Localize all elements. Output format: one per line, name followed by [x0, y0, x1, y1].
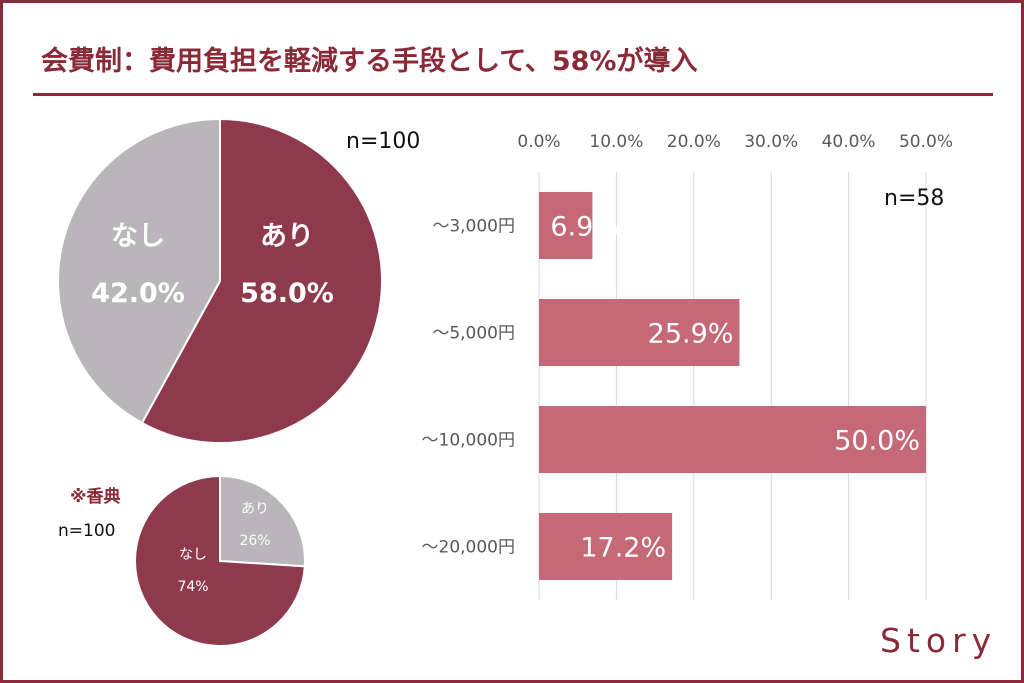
x-tick-label-0: 0.0%: [517, 132, 560, 152]
main-pie-slice-value-0: 58.0%: [240, 278, 334, 309]
bar-value-label-1: 25.9%: [648, 319, 734, 350]
main-pie-slice-label-1: なし: [111, 221, 165, 252]
category-label-2: ～10,000円: [422, 431, 515, 451]
x-tick-label-2: 20.0%: [667, 132, 721, 152]
koden-pie-slice-label-1: なし: [179, 547, 207, 563]
bar-chart-categories: ～3,000円 ～5,000円 ～10,000円 ～20,000円: [422, 217, 515, 558]
bar-2: [539, 406, 926, 473]
category-label-1: ～5,000円: [432, 324, 515, 344]
x-tick-label-3: 30.0%: [744, 132, 798, 152]
bar-value-label-3: 17.2%: [580, 533, 666, 564]
bar-chart-bars: [539, 192, 926, 580]
story-logo: Story: [880, 621, 997, 660]
koden-pie-slice-1: [134, 474, 306, 647]
bar-chart-n-label: n=58: [884, 186, 944, 211]
category-label-3: ～20,000円: [422, 538, 515, 558]
koden-pie-slice-0: [219, 474, 306, 568]
main-pie-chart: あり 58.0% なし 42.0%: [57, 117, 383, 444]
bar-0: [539, 192, 593, 259]
bar-3: [539, 513, 673, 580]
x-tick-label-5: 50.0%: [899, 132, 953, 152]
x-tick-label-4: 40.0%: [822, 132, 876, 152]
main-pie-slice-value-1: 42.0%: [91, 278, 185, 309]
main-pie-n-label: n=100: [346, 129, 420, 154]
main-pie-slice-0: [140, 117, 383, 444]
category-label-0: ～3,000円: [432, 217, 515, 237]
main-pie-slice-label-0: あり: [260, 221, 314, 252]
small-pie-n-label: n=100: [58, 521, 115, 541]
koden-pie-slice-label-0: あり: [241, 501, 269, 517]
bar-chart-value-labels: 6.9% 25.9% 50.0% 17.2%: [550, 212, 920, 564]
bar-1: [539, 299, 740, 366]
koden-note: ※香典: [70, 486, 121, 507]
bar-chart-axis-ticks: 0.0% 10.0% 20.0% 30.0% 40.0% 50.0%: [517, 132, 953, 152]
koden-pie-slice-value-1: 74%: [177, 579, 208, 595]
title-divider: [33, 93, 993, 96]
bar-value-label-2: 50.0%: [834, 426, 920, 457]
x-tick-label-1: 10.0%: [589, 132, 643, 152]
main-pie-slice-1: [57, 117, 221, 425]
bar-value-label-0: 6.9%: [550, 212, 619, 243]
koden-pie-slice-value-0: 26%: [239, 533, 270, 549]
page-title: 会費制：費用負担を軽減する手段として、58%が導入: [41, 46, 698, 77]
koden-pie-chart: あり 26% なし 74%: [134, 474, 306, 647]
